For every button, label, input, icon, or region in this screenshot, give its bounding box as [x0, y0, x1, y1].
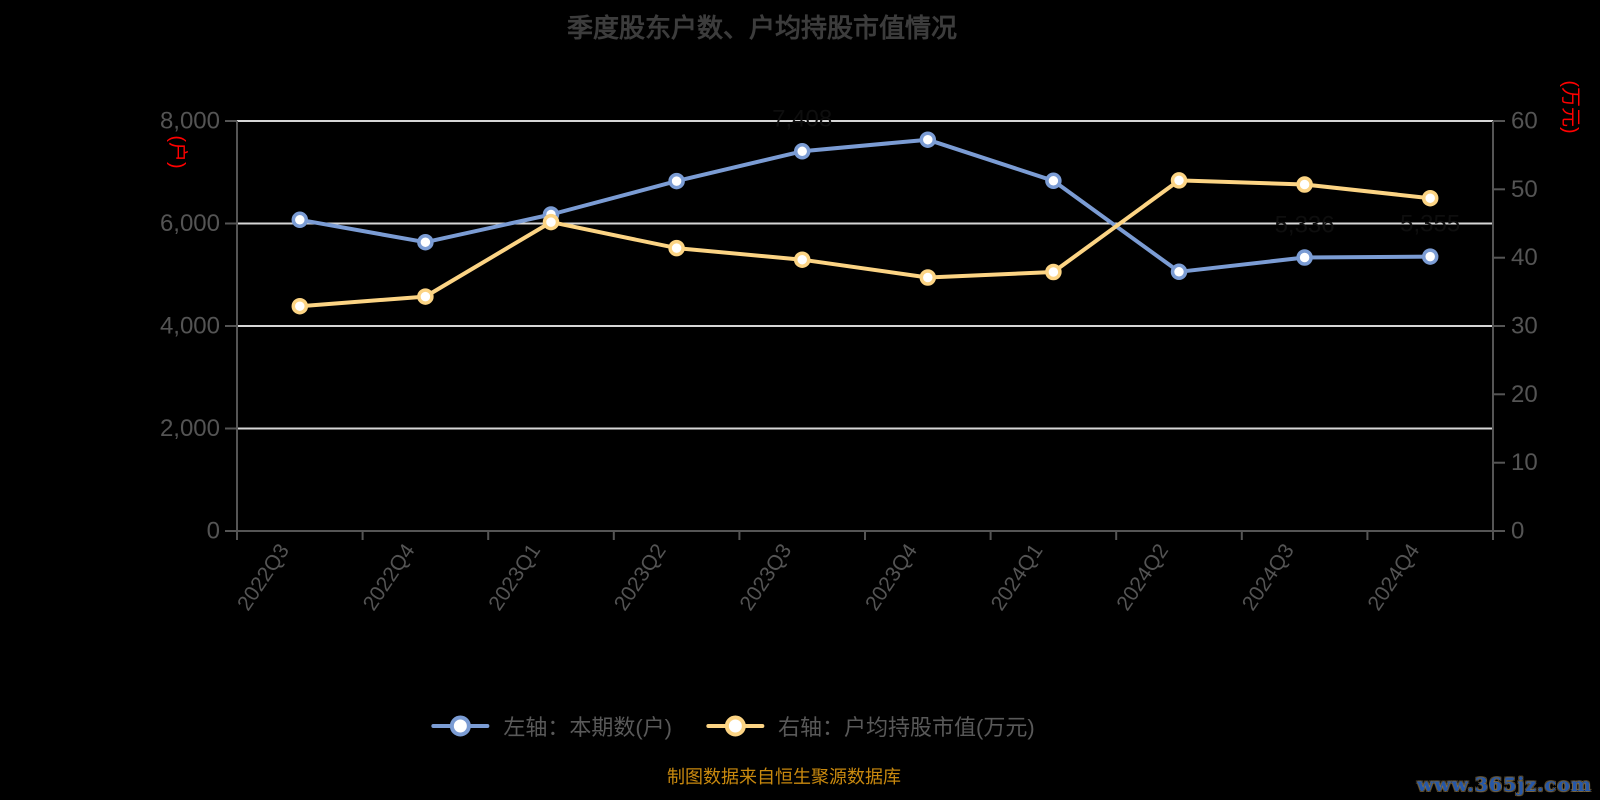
- data-point[interactable]: [1170, 172, 1188, 189]
- series-line-blue: [297, 137, 1433, 274]
- data-point[interactable]: [919, 131, 937, 148]
- right-axis-tick-label: 20: [1511, 381, 1538, 408]
- right-axis-tick-label: 10: [1511, 449, 1538, 476]
- data-point[interactable]: [417, 288, 434, 305]
- legend-label: 左轴：本期数(户): [503, 715, 672, 740]
- right-axis-unit-label: (万元): [1559, 80, 1581, 133]
- right-axis-tick-label: 0: [1511, 518, 1524, 545]
- legend-circle-icon: [449, 715, 471, 737]
- series-line-yellow: [297, 178, 1433, 309]
- x-axis-category-label: 2023Q2: [610, 540, 671, 615]
- data-point[interactable]: [1421, 189, 1439, 207]
- legend-label: 右轴：户均持股市值(万元): [778, 715, 1035, 740]
- data-point[interactable]: [668, 239, 685, 257]
- left-axis-tick-label: 8,000: [160, 108, 220, 135]
- data-point[interactable]: [291, 211, 309, 229]
- legend-item-left-axis-series[interactable]: 左轴：本期数(户): [431, 710, 672, 742]
- hidden-value-label: 5,336: [1275, 212, 1335, 239]
- data-point[interactable]: [1296, 176, 1313, 193]
- legend-line-marker-icon: [706, 714, 764, 738]
- x-axis-category-label: 2023Q3: [735, 540, 796, 615]
- left-axis-tick-label: 4,000: [160, 313, 220, 340]
- legend-circle-icon: [724, 715, 746, 737]
- data-point[interactable]: [793, 143, 811, 160]
- data-point[interactable]: [919, 269, 937, 286]
- legend-item-right-axis-series[interactable]: 右轴：户均持股市值(万元): [706, 710, 1035, 742]
- x-axis-category-label: 2022Q4: [359, 540, 420, 615]
- data-point[interactable]: [1045, 263, 1062, 281]
- left-axis-tick-label: 6,000: [160, 210, 220, 237]
- chart-legend: 左轴：本期数(户) 右轴：户均持股市值(万元): [431, 710, 1035, 742]
- legend-line-marker-icon: [431, 714, 490, 738]
- x-axis-category-label: 2024Q3: [1238, 540, 1299, 615]
- right-axis-tick-label: 30: [1511, 313, 1538, 340]
- data-point[interactable]: [793, 251, 811, 268]
- data-point[interactable]: [417, 233, 434, 251]
- hidden-value-label: 5,355: [1400, 211, 1460, 238]
- data-point[interactable]: [1421, 248, 1439, 265]
- data-point[interactable]: [1045, 172, 1062, 190]
- data-point[interactable]: [1296, 249, 1313, 266]
- data-point[interactable]: [1170, 263, 1188, 281]
- left-axis-tick-label: 0: [207, 518, 220, 545]
- x-axis-category-label: 2024Q2: [1112, 540, 1173, 615]
- right-axis-tick-label: 50: [1511, 176, 1538, 203]
- data-point[interactable]: [291, 297, 309, 315]
- x-axis-category-label: 2023Q4: [861, 540, 922, 615]
- x-axis-category-label: 2023Q1: [484, 540, 545, 615]
- data-point[interactable]: [668, 172, 685, 190]
- x-axis-category-label: 2022Q3: [233, 540, 294, 615]
- data-source-note: 制图数据来自恒生聚源数据库: [667, 767, 901, 787]
- left-axis-tick-label: 2,000: [160, 415, 220, 442]
- right-axis-tick-label: 60: [1511, 108, 1538, 135]
- data-point[interactable]: [542, 213, 560, 231]
- chart-title: 季度股东户数、户均持股市值情况: [566, 13, 958, 43]
- right-axis-tick-label: 40: [1511, 244, 1538, 271]
- watermark: www.365jz.com: [1416, 774, 1592, 796]
- left-axis-unit-label: (户): [166, 135, 189, 168]
- x-axis-category-label: 2024Q4: [1363, 540, 1424, 615]
- hidden-value-label: 7,408: [772, 105, 832, 132]
- x-axis-category-label: 2024Q1: [987, 540, 1048, 615]
